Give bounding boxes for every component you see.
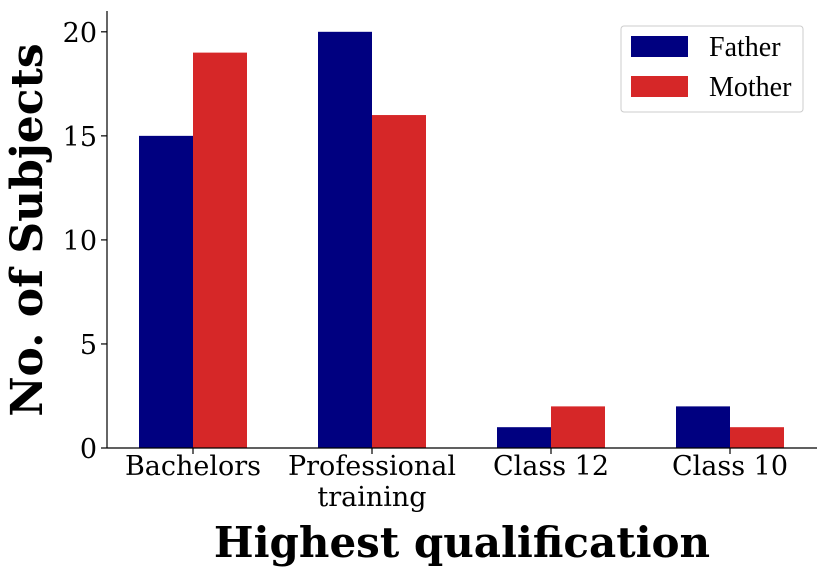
axes-layer	[106, 11, 817, 449]
x-tick-label: Professional training	[288, 451, 456, 513]
y-tick-label: 15	[63, 122, 97, 153]
legend-swatch-father	[631, 36, 688, 57]
legend-swatch-mother	[631, 76, 688, 97]
bar-mother-3	[730, 427, 784, 448]
y-axis-title: No. of Subjects	[2, 43, 53, 416]
y-tick-label: 10	[63, 226, 97, 257]
y-tick-label: 0	[80, 434, 97, 465]
bar-mother-0	[193, 52, 247, 448]
bar-mother-1	[372, 115, 426, 449]
y-ticks: 0 5 10 15 20	[63, 18, 107, 465]
bar-father-0	[139, 135, 193, 448]
legend-label-father: Father	[709, 32, 781, 63]
x-tick-label: Class 10	[672, 451, 788, 482]
y-tick-label: 20	[63, 18, 97, 49]
bar-father-3	[676, 406, 730, 448]
bar-father-1	[318, 31, 372, 449]
x-axis-title: Highest qualification	[214, 518, 710, 567]
x-ticks: Bachelors Professional training Class 12 Cla…	[125, 448, 788, 513]
bar-father-2	[497, 427, 551, 448]
legend-label-mother: Mother	[709, 72, 792, 103]
x-tick-label: Class 12	[493, 451, 609, 482]
bars-layer	[139, 31, 784, 449]
x-tick-label: Bachelors	[125, 451, 261, 482]
y-tick-label: 5	[80, 330, 97, 361]
legend: Father Mother	[620, 25, 804, 113]
bar-mother-2	[551, 406, 605, 448]
